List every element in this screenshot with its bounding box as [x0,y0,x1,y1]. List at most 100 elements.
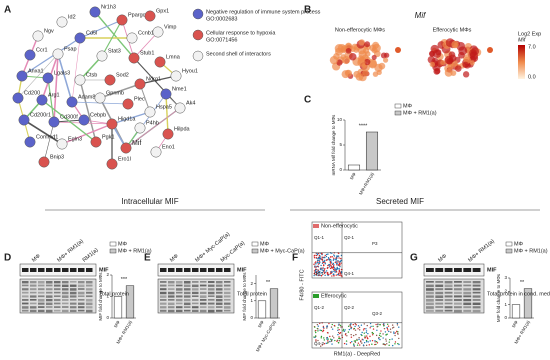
y-tick-label: 3 [504,275,507,280]
protein-smear [78,288,85,290]
band-label: MIF [237,267,247,273]
flow-event [352,343,355,345]
flow-event [315,329,317,332]
flow-event [398,326,400,328]
flow-event [359,341,362,343]
protein-smear [426,302,434,306]
protein-smear [224,281,231,283]
protein-smear [184,306,191,309]
flow-event [332,265,335,267]
flow-event [315,340,317,342]
protein-smear [46,291,53,294]
flow-event [345,340,348,342]
flow-event [359,344,361,346]
flow-event [338,336,340,338]
network-edge [17,53,59,99]
flow-event [322,326,325,329]
node-label: Gpnmb [106,90,124,96]
umap-cell [462,61,469,68]
protein-smear [208,291,215,295]
protein-smear [78,299,85,301]
panel-label: E [144,253,151,264]
protein-smear [86,302,93,306]
protein-smear [54,288,61,291]
umap-cell [337,43,347,53]
protein-smear [70,288,77,291]
protein-smear [435,302,444,305]
protein-smear [168,281,175,284]
flow-event [317,265,319,267]
flow-event [320,337,322,339]
network-edge [79,79,97,143]
protein-smear [224,309,231,312]
quadrant-label: Q1-1 [314,235,325,240]
flow-event [340,262,342,264]
legend-label: MΦ [260,241,270,247]
protein-smear [192,309,199,312]
flow-event [335,270,338,272]
panel-label: F [292,253,298,264]
protein-smear [444,295,453,298]
node-label: Lgals3 [54,70,70,76]
legend-label: Second shell of interactors [206,51,271,57]
protein-smear [184,288,191,291]
section-title: Secreted MIF [376,197,424,206]
flow-event [379,338,381,341]
bar [269,288,279,319]
flow-event [350,333,352,336]
protein-smear [208,284,215,287]
flow-event [376,329,378,332]
network-node [74,74,86,86]
protein-smear [184,291,191,295]
flow-event [317,339,319,342]
flow-event [338,339,341,342]
x-tick-label: MΦ+RM1(a) [358,171,375,196]
flow-event [313,263,315,266]
flow-event [354,325,356,328]
network-edge [57,53,73,103]
flow-event [385,334,387,336]
flow-event [363,332,365,334]
protein-smear [454,302,462,305]
node-label: Id2 [68,14,76,20]
node-label: Cd300f [60,114,78,120]
flow-event [325,259,328,261]
flow-event [317,263,320,265]
protein-smear [78,284,85,288]
protein-smear [454,284,462,287]
protein-smear [70,295,77,298]
y-tick-label: 1 [106,294,109,299]
protein-smear [472,299,481,301]
network-node [106,158,118,170]
umap-cell [458,51,465,59]
blot-band [78,268,85,272]
protein-smear [176,306,183,309]
node-label: Lmna [166,54,181,60]
network-node [160,88,172,100]
flow-event [361,331,363,334]
flow-event [315,339,317,341]
flow-event [355,324,357,326]
legend-swatch [109,241,117,247]
flow-event [365,335,368,337]
band-label: Total protein [99,291,129,297]
protein-smear [426,295,434,298]
protein-smear [472,295,481,298]
protein-smear [46,302,53,306]
flow-event [313,272,315,275]
flow-event [372,325,374,327]
flow-event [321,256,323,258]
flow-event [321,344,324,346]
protein-smear [472,309,481,313]
colorbar-tick: 7.0 [528,44,536,50]
protein-smear [224,299,231,301]
protein-smear [444,291,453,294]
flow-event [326,338,328,340]
flow-event [337,327,339,329]
flow-event [375,334,378,337]
flow-event [385,338,387,340]
flow-event [393,332,395,335]
flow-event [372,332,374,335]
flow-event [367,332,369,335]
flow-event [315,273,317,276]
